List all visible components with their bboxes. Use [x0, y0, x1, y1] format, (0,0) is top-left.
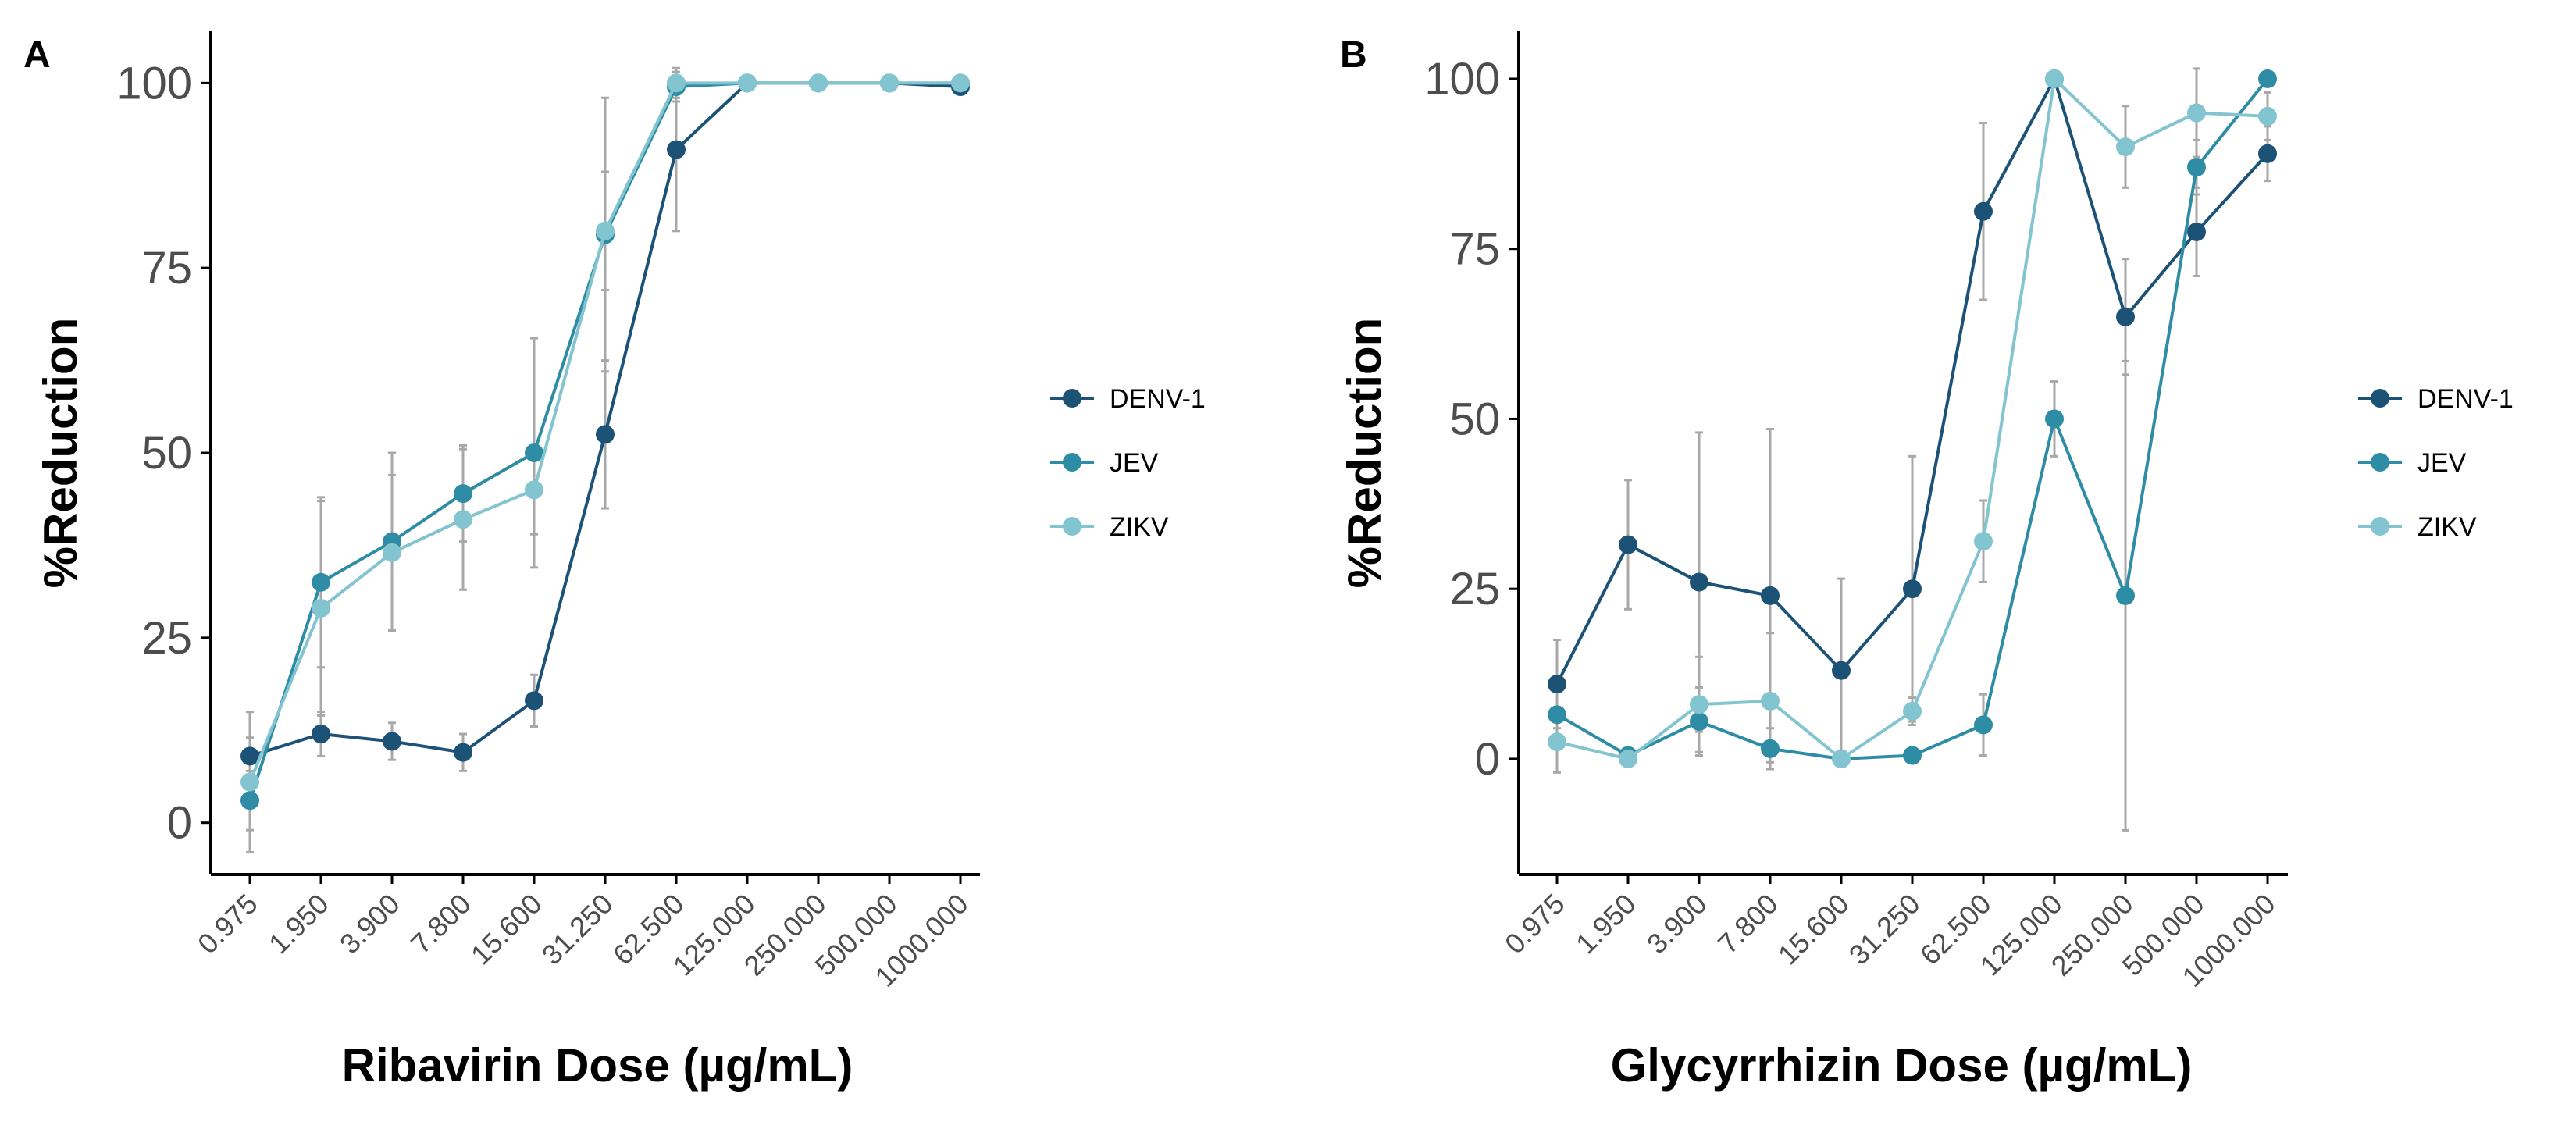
data-point-zikv — [1903, 701, 1922, 721]
panel-label: A — [23, 34, 51, 76]
data-point-jev — [2187, 158, 2206, 177]
data-point-zikv — [1690, 695, 1708, 714]
chart-panel-B: B02550751000.9751.9503.9007.80015.60031.… — [1338, 31, 2514, 1092]
legend-label: ZIKV — [1110, 512, 1169, 542]
data-point-jev — [454, 484, 472, 504]
panel-label: B — [1340, 34, 1367, 76]
data-point-zikv — [667, 73, 686, 93]
data-point-denv-1 — [1619, 535, 1637, 554]
data-point-zikv — [951, 73, 970, 93]
data-point-zikv — [240, 772, 259, 792]
y-tick-label: 0 — [167, 798, 192, 849]
data-point-denv-1 — [1690, 572, 1708, 592]
data-point-denv-1 — [1903, 579, 1922, 599]
legend-label: DENV-1 — [2417, 384, 2514, 414]
x-tick-label: 15.600 — [465, 888, 548, 971]
data-point-zikv — [1832, 749, 1851, 768]
x-tick-label: 3.900 — [1641, 888, 1713, 960]
data-point-zikv — [1548, 732, 1566, 752]
data-point-zikv — [525, 480, 543, 500]
x-tick-label: 31.250 — [536, 888, 619, 971]
data-point-zikv — [738, 73, 757, 93]
data-point-denv-1 — [1974, 201, 1993, 221]
x-tick-label: 0.975 — [191, 888, 264, 960]
data-point-jev — [240, 791, 259, 810]
data-point-jev — [1548, 705, 1566, 725]
data-point-zikv — [2116, 137, 2135, 157]
data-point-denv-1 — [1548, 675, 1566, 694]
y-tick-label: 75 — [141, 243, 192, 294]
data-point-jev — [2116, 586, 2135, 605]
data-point-denv-1 — [525, 691, 543, 711]
data-point-zikv — [454, 510, 472, 529]
data-point-zikv — [2258, 106, 2277, 126]
data-point-zikv — [2045, 69, 2064, 88]
data-point-denv-1 — [2116, 307, 2135, 326]
data-point-zikv — [2187, 103, 2206, 123]
data-point-jev — [525, 443, 543, 462]
x-tick-label: 0.975 — [1498, 888, 1571, 960]
x-axis-title: Glycyrrhizin Dose (µg/mL) — [1611, 1039, 2193, 1092]
legend-key-point — [2371, 517, 2389, 536]
x-axis-title: Ribavirin Dose (µg/mL) — [342, 1039, 853, 1092]
x-tick-label: 1.950 — [1569, 888, 1642, 960]
data-point-denv-1 — [454, 743, 472, 762]
y-tick-label: 0 — [1475, 734, 1500, 785]
data-point-denv-1 — [667, 140, 686, 159]
data-point-jev — [2258, 69, 2277, 88]
data-point-denv-1 — [312, 725, 330, 743]
data-point-jev — [312, 572, 330, 592]
x-tick-label: 3.900 — [333, 888, 406, 960]
y-tick-label: 100 — [116, 58, 192, 109]
legend-key-point — [2371, 453, 2389, 472]
legend-label: ZIKV — [2417, 512, 2477, 542]
x-tick-label: 15.600 — [1772, 888, 1855, 971]
data-point-jev — [1903, 746, 1922, 765]
legend-key-point — [2371, 389, 2389, 408]
y-tick-label: 50 — [141, 428, 192, 479]
data-point-denv-1 — [2187, 222, 2206, 241]
y-tick-label: 100 — [1424, 54, 1500, 105]
y-axis-title: %Reduction — [1338, 318, 1391, 589]
data-point-zikv — [312, 598, 330, 618]
data-point-denv-1 — [2258, 144, 2277, 163]
y-tick-label: 25 — [141, 613, 192, 664]
data-point-denv-1 — [383, 732, 401, 751]
data-point-denv-1 — [1761, 586, 1780, 605]
y-tick-label: 25 — [1449, 564, 1500, 614]
y-tick-label: 75 — [1449, 224, 1500, 275]
chart-panel-A: A02550751000.9751.9503.9007.80015.60031.… — [23, 31, 1206, 1092]
y-tick-label: 50 — [1449, 394, 1500, 444]
data-point-zikv — [880, 73, 899, 93]
data-point-jev — [1761, 739, 1780, 758]
data-point-denv-1 — [240, 746, 259, 766]
y-axis-title: %Reduction — [34, 318, 87, 589]
data-point-denv-1 — [1832, 661, 1851, 680]
x-tick-label: 31.250 — [1843, 888, 1926, 971]
data-point-zikv — [1619, 749, 1637, 768]
data-point-zikv — [383, 543, 401, 562]
legend-key-point — [1063, 453, 1081, 472]
data-point-jev — [1974, 715, 1993, 735]
data-point-jev — [1690, 712, 1708, 732]
legend-label: DENV-1 — [1110, 384, 1206, 414]
data-point-denv-1 — [596, 425, 615, 444]
legend-label: JEV — [2417, 448, 2467, 478]
data-point-zikv — [596, 221, 615, 240]
data-point-zikv — [1761, 691, 1780, 711]
legend-label: JEV — [1110, 448, 1159, 478]
legend-key-point — [1063, 389, 1081, 408]
data-point-zikv — [809, 73, 828, 93]
data-point-zikv — [1974, 532, 1993, 551]
x-tick-label: 1.950 — [262, 888, 335, 960]
legend-key-point — [1063, 517, 1081, 536]
data-point-jev — [2045, 409, 2064, 429]
